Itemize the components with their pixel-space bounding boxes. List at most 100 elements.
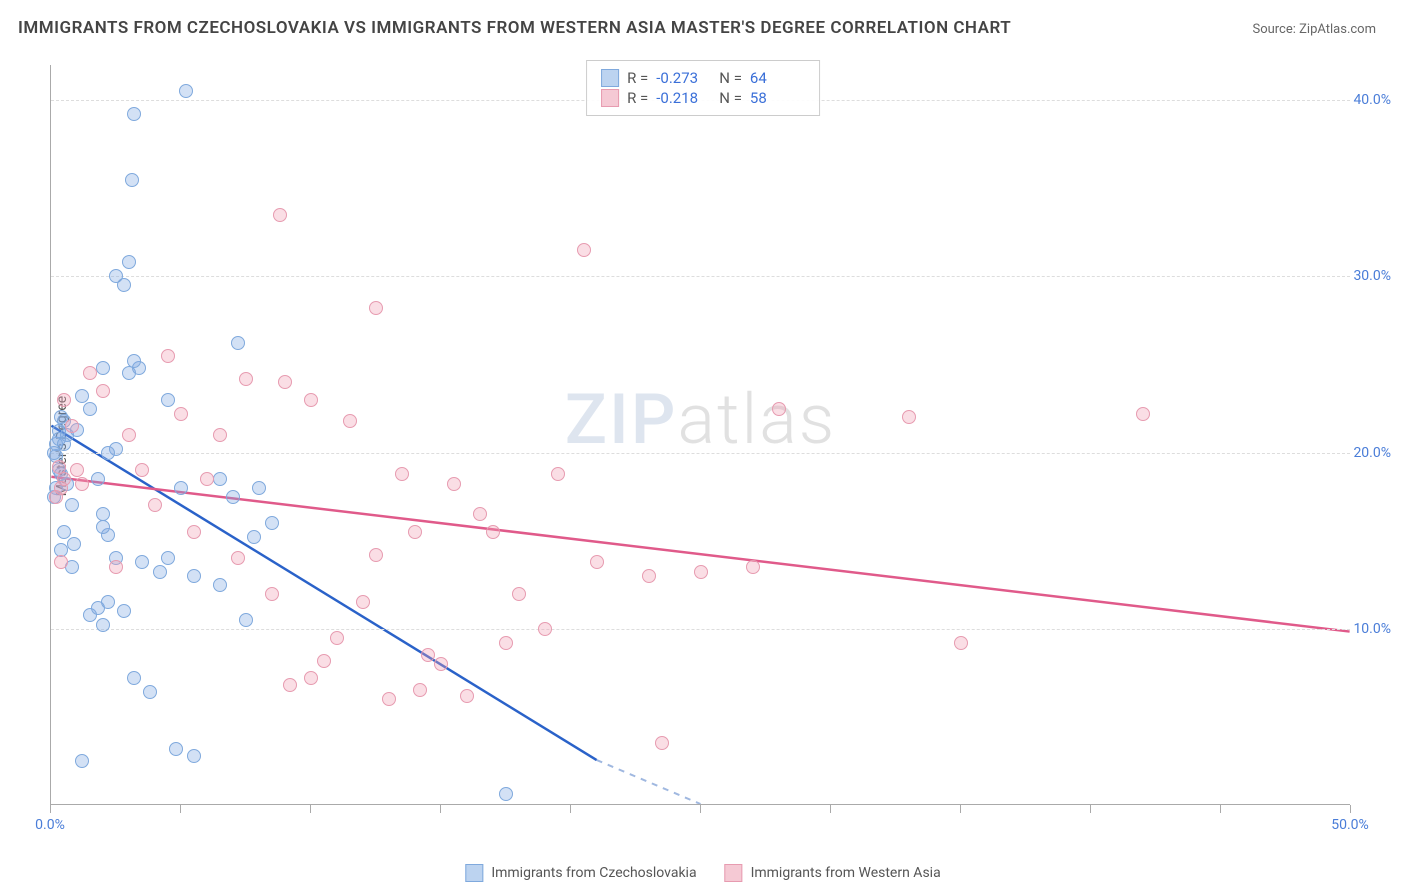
watermark-thin: atlas [677, 379, 836, 461]
data-point-westasia [273, 208, 287, 222]
data-point-czech [135, 555, 149, 569]
data-point-czech [122, 255, 136, 269]
data-point-czech [169, 742, 183, 756]
ytick-label: 40.0% [1353, 92, 1391, 108]
data-point-westasia [694, 565, 708, 579]
n-label-2: N = [719, 89, 742, 107]
data-point-westasia [75, 477, 89, 491]
stats-box: R = -0.273 N = 64 R = -0.218 N = 58 [586, 60, 820, 116]
data-point-westasia [460, 689, 474, 703]
data-point-westasia [434, 657, 448, 671]
data-point-westasia [590, 555, 604, 569]
xtick-mark [440, 805, 441, 813]
xtick-mark [700, 805, 701, 813]
data-point-westasia [330, 631, 344, 645]
data-point-czech [239, 613, 253, 627]
watermark: ZIPatlas [565, 379, 837, 461]
data-point-westasia [278, 375, 292, 389]
data-point-westasia [304, 393, 318, 407]
legend-swatch-1 [465, 864, 483, 882]
xtick-mark [570, 805, 571, 813]
data-point-czech [101, 595, 115, 609]
legend-label-1: Immigrants from Czechoslovakia [491, 865, 696, 881]
plot-area: ZIPatlas [50, 65, 1350, 805]
xtick-mark [310, 805, 311, 813]
data-point-westasia [421, 648, 435, 662]
data-point-czech [161, 393, 175, 407]
xtick-label: 0.0% [35, 817, 65, 833]
data-point-czech [65, 498, 79, 512]
data-point-westasia [200, 472, 214, 486]
data-point-czech [57, 437, 71, 451]
data-point-westasia [1136, 407, 1150, 421]
data-point-westasia [304, 671, 318, 685]
data-point-czech [499, 787, 513, 801]
data-point-czech [161, 551, 175, 565]
data-point-westasia [70, 463, 84, 477]
data-point-czech [83, 402, 97, 416]
data-point-westasia [231, 551, 245, 565]
chart-container: IMMIGRANTS FROM CZECHOSLOVAKIA VS IMMIGR… [0, 0, 1406, 892]
watermark-bold: ZIP [565, 379, 678, 461]
data-point-czech [75, 754, 89, 768]
data-point-westasia [902, 410, 916, 424]
r-value-1: -0.273 [656, 69, 711, 87]
data-point-westasia [49, 490, 63, 504]
chart-title: IMMIGRANTS FROM CZECHOSLOVAKIA VS IMMIGR… [18, 18, 1011, 38]
data-point-westasia [655, 736, 669, 750]
data-point-westasia [343, 414, 357, 428]
xtick-mark [830, 805, 831, 813]
data-point-westasia [746, 560, 760, 574]
data-point-westasia [356, 595, 370, 609]
xtick-mark [1350, 805, 1351, 813]
source-value: ZipAtlas.com [1299, 22, 1376, 37]
source-label: Source: [1252, 22, 1299, 37]
data-point-westasia [954, 636, 968, 650]
data-point-westasia [538, 622, 552, 636]
data-point-czech [117, 604, 131, 618]
data-point-czech [96, 520, 110, 534]
data-point-czech [226, 490, 240, 504]
data-point-czech [91, 472, 105, 486]
trendline-westasia [51, 477, 1349, 632]
legend-swatch-2 [725, 864, 743, 882]
data-point-czech [125, 173, 139, 187]
ytick-label: 20.0% [1353, 445, 1391, 461]
data-point-czech [174, 481, 188, 495]
legend-label-2: Immigrants from Western Asia [751, 865, 941, 881]
data-point-westasia [65, 419, 79, 433]
data-point-westasia [577, 243, 591, 257]
data-point-czech [96, 361, 110, 375]
data-point-westasia [551, 467, 565, 481]
swatch-series1 [601, 69, 619, 87]
data-point-westasia [161, 349, 175, 363]
data-point-westasia [283, 678, 297, 692]
data-point-czech [117, 278, 131, 292]
data-point-westasia [83, 366, 97, 380]
data-point-westasia [499, 636, 513, 650]
data-point-westasia [52, 460, 66, 474]
data-point-czech [187, 749, 201, 763]
data-point-westasia [54, 555, 68, 569]
data-point-westasia [213, 428, 227, 442]
data-point-westasia [447, 477, 461, 491]
xtick-mark [50, 805, 51, 813]
n-value-1: 64 [750, 69, 805, 87]
data-point-westasia [772, 402, 786, 416]
data-point-czech [96, 507, 110, 521]
data-point-czech [213, 578, 227, 592]
gridline-h [51, 453, 1350, 454]
ytick-label: 10.0% [1353, 621, 1391, 637]
data-point-westasia [317, 654, 331, 668]
trendlines-svg [51, 65, 1350, 804]
data-point-westasia [473, 507, 487, 521]
legend-item-1: Immigrants from Czechoslovakia [465, 864, 696, 882]
r-label-2: R = [627, 89, 648, 107]
n-value-2: 58 [750, 89, 805, 107]
data-point-westasia [408, 525, 422, 539]
data-point-westasia [486, 525, 500, 539]
data-point-westasia [239, 372, 253, 386]
r-value-2: -0.218 [656, 89, 711, 107]
data-point-czech [252, 481, 266, 495]
xtick-mark [1220, 805, 1221, 813]
